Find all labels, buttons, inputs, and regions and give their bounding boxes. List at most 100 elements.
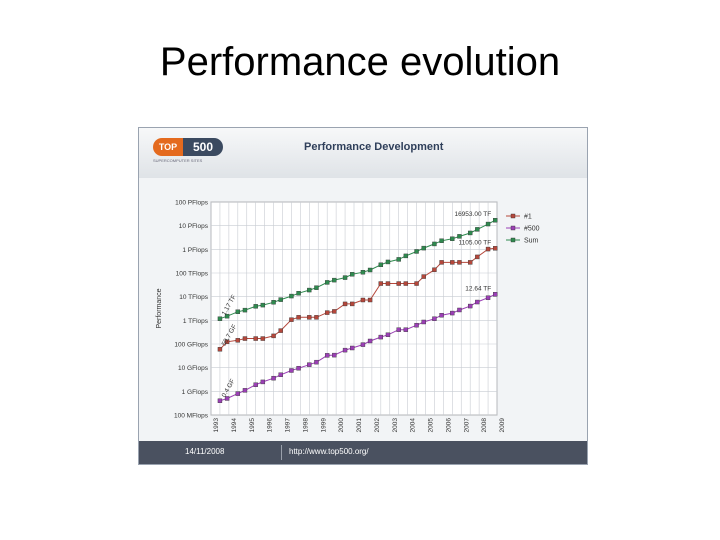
data-point-n1: [324, 310, 330, 315]
data-point-sum: [324, 280, 330, 285]
data-point-sum: [332, 277, 337, 283]
annotation-end-n500: 12.64 TF: [465, 285, 491, 292]
annotation-end-sum: 16953.00 TF: [454, 211, 491, 218]
y-tick-label: 1 PFlops: [182, 247, 208, 254]
data-point-n500: [260, 379, 266, 385]
data-point-n1: [403, 281, 409, 286]
data-point-n500: [439, 313, 444, 318]
data-point-sum: [396, 257, 401, 262]
data-point-n1: [450, 260, 455, 265]
data-point-n500: [278, 372, 283, 377]
x-tick-label: 2009: [499, 418, 506, 433]
data-point-sum: [414, 249, 419, 254]
data-point-n1: [385, 281, 391, 286]
data-point-n500: [432, 316, 437, 321]
footer-date: 14/11/2008: [185, 447, 225, 456]
data-point-sum: [350, 272, 355, 277]
y-tick-label: 100 TFlops: [176, 271, 209, 278]
data-point-n500: [485, 295, 491, 300]
data-point-sum: [493, 218, 498, 223]
x-tick-label: 2004: [410, 418, 417, 433]
data-point-sum: [260, 302, 266, 308]
y-tick-label: 100 GFlops: [174, 342, 208, 349]
data-point-n1: [485, 246, 491, 252]
data-point-n500: [396, 327, 401, 332]
data-point-n1: [260, 336, 266, 341]
data-point-n500: [403, 327, 409, 332]
data-point-n1: [493, 246, 498, 251]
data-point-n500: [493, 292, 498, 297]
data-point-n500: [385, 332, 391, 337]
logo-subtitle: SUPERCOMPUTER SITES: [153, 158, 203, 163]
chart-footer: 14/11/2008 http://www.top500.org/: [139, 441, 587, 464]
data-point-n500: [342, 347, 348, 353]
x-tick-label: 2002: [374, 418, 381, 433]
data-point-n500: [242, 388, 248, 393]
data-point-sum: [403, 253, 409, 259]
data-point-n500: [467, 303, 473, 309]
x-tick-label: 1997: [285, 418, 292, 433]
y-tick-label: 100 MFlops: [174, 413, 209, 420]
data-point-n500: [271, 375, 276, 381]
slide-title: Performance evolution: [159, 40, 561, 84]
data-point-sum: [360, 270, 366, 275]
data-point-sum: [457, 234, 462, 239]
y-tick-label: 100 PFlops: [175, 200, 209, 207]
x-tick-label: 2001: [356, 418, 363, 433]
data-point-n1: [360, 297, 366, 303]
data-point-sum: [307, 287, 312, 293]
data-point-n500: [332, 352, 337, 358]
data-point-n1: [314, 315, 319, 320]
legend-marker-n1: [510, 213, 516, 219]
x-tick-label: 2005: [428, 418, 435, 433]
top500-logo: TOP 500: [153, 138, 225, 158]
data-point-n500: [217, 398, 223, 403]
data-point-sum: [296, 291, 301, 296]
data-point-n1: [367, 297, 373, 303]
data-point-sum: [378, 262, 384, 268]
data-point-sum: [253, 304, 258, 309]
data-point-n500: [421, 319, 426, 325]
data-point-sum: [278, 297, 283, 302]
data-point-n1: [457, 260, 462, 265]
data-point-sum: [289, 293, 294, 299]
data-point-sum: [314, 285, 319, 290]
data-point-sum: [367, 267, 373, 273]
data-point-sum: [450, 236, 455, 241]
data-point-sum: [421, 245, 426, 251]
legend-marker-sum: [510, 237, 516, 243]
data-point-sum: [242, 307, 248, 313]
x-tick-label: 1998: [302, 418, 309, 433]
logo-500-text: 500: [183, 138, 223, 156]
x-tick-label: 2006: [445, 418, 452, 433]
data-point-n1: [224, 339, 230, 344]
data-point-sum: [342, 275, 348, 280]
data-point-n500: [324, 353, 330, 358]
data-point-n1: [432, 267, 437, 272]
x-tick-label: 2008: [481, 418, 488, 433]
data-point-n500: [235, 391, 241, 396]
data-point-n1: [475, 254, 480, 260]
data-point-n1: [342, 301, 348, 307]
y-tick-label: 10 PFlops: [179, 223, 209, 230]
data-point-sum: [385, 259, 391, 265]
data-point-n1: [289, 317, 294, 322]
data-point-sum: [217, 316, 223, 321]
data-point-n500: [253, 382, 258, 387]
data-point-n1: [271, 333, 276, 339]
data-point-n500: [457, 307, 462, 313]
x-tick-label: 1996: [267, 418, 274, 433]
data-point-n500: [414, 322, 419, 328]
y-tick-label: 1 GFlops: [182, 389, 209, 396]
footer-url[interactable]: http://www.top500.org/: [289, 447, 369, 456]
x-tick-label: 1993: [213, 418, 220, 433]
data-point-n1: [307, 315, 312, 320]
data-point-n1: [414, 281, 419, 286]
data-point-n1: [217, 347, 223, 352]
data-point-n1: [396, 281, 401, 286]
footer-separator: [281, 445, 282, 460]
data-point-sum: [224, 313, 230, 319]
data-point-n500: [224, 396, 230, 401]
x-tick-label: 2007: [463, 418, 470, 433]
